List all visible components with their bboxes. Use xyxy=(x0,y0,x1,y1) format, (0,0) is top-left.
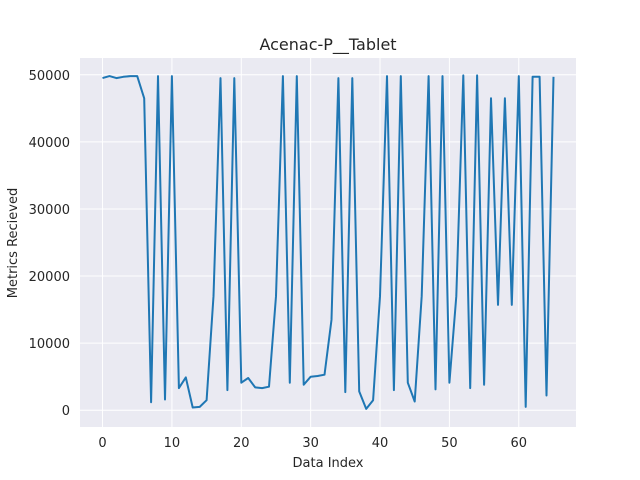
x-axis-label: Data Index xyxy=(293,456,364,471)
plot-area xyxy=(80,58,576,427)
x-tick-label: 0 xyxy=(98,436,106,451)
x-tick-label: 60 xyxy=(510,436,527,451)
y-tick-label: 40000 xyxy=(29,136,70,151)
y-axis-label: Metrics Recieved xyxy=(6,188,21,298)
series-line xyxy=(102,74,555,410)
y-tick-label: 30000 xyxy=(29,203,70,218)
y-tick-label: 20000 xyxy=(29,270,70,285)
chart-title: Acenac-P__Tablet xyxy=(259,35,396,55)
x-tick-label: 20 xyxy=(233,436,250,451)
x-tick-label: 50 xyxy=(441,436,458,451)
y-tick-labels: 0 10000 20000 30000 40000 50000 xyxy=(29,69,70,419)
x-tick-label: 30 xyxy=(302,436,319,451)
x-tick-label: 40 xyxy=(372,436,389,451)
x-tick-labels: 0 10 20 30 40 50 60 xyxy=(98,436,527,451)
y-tick-label: 50000 xyxy=(29,69,70,84)
y-tick-label: 0 xyxy=(62,404,70,419)
x-tick-label: 10 xyxy=(164,436,181,451)
y-tick-label: 10000 xyxy=(29,337,70,352)
grid-lines xyxy=(80,58,576,427)
series-group xyxy=(102,74,555,410)
